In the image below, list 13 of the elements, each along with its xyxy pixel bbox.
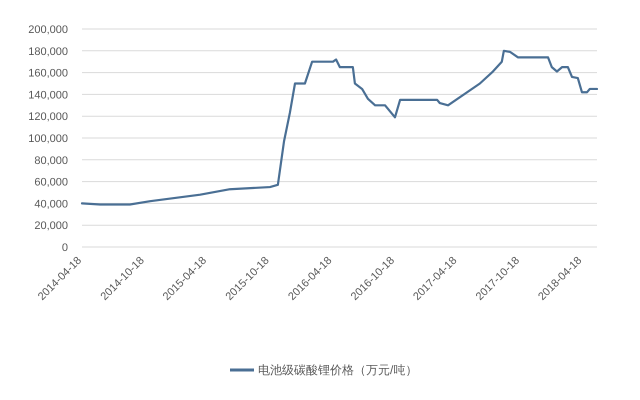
line-series [80,50,598,206]
y-tick-label: 60,000 [34,176,68,189]
y-tick-label: 180,000 [28,46,68,58]
y-tick-label: 80,000 [34,154,68,167]
y-tick-label: 140,000 [28,89,68,102]
y-tick-label: 160,000 [28,68,68,80]
legend-label: 电池级碳酸锂价格（万元/吨） [258,363,418,377]
y-tick-label: 0 [62,242,68,254]
y-tick-label: 100,000 [28,133,68,145]
y-tick-label: 20,000 [34,220,68,232]
y-tick-label: 120,000 [28,111,68,124]
y-tick-label: 200,000 [28,24,68,36]
y-tick-label: 40,000 [34,198,68,210]
